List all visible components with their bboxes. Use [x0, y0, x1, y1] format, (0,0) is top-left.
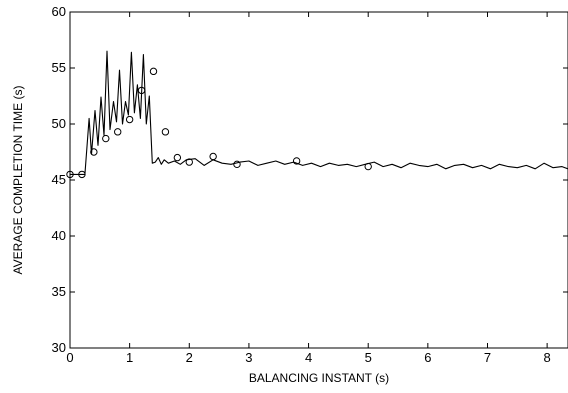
data-point-marker — [137, 86, 146, 95]
plot-frame — [69, 11, 568, 349]
y-axis-label: AVERAGE COMPLETION TIME (s) — [11, 86, 25, 275]
data-point-marker — [185, 158, 193, 166]
data-point-marker — [125, 115, 134, 124]
y-tick-label: 35 — [52, 284, 66, 299]
data-point-marker — [102, 134, 110, 143]
x-tick-label: 5 — [365, 350, 372, 365]
x-tick-label: 2 — [186, 350, 193, 365]
data-point-marker — [161, 128, 170, 136]
x-tick-label: 3 — [245, 350, 252, 365]
data-point-marker — [66, 170, 74, 179]
data-point-marker — [114, 128, 122, 136]
data-point-marker — [292, 157, 301, 165]
data-point-marker — [78, 170, 86, 179]
x-tick-label: 0 — [66, 350, 73, 365]
data-point-marker — [209, 152, 217, 161]
y-tick-label: 60 — [52, 4, 66, 19]
y-tick-label: 45 — [52, 172, 66, 187]
x-tick-label: 4 — [305, 350, 312, 365]
x-tick-label: 7 — [484, 350, 491, 365]
data-point-marker — [149, 67, 158, 76]
data-point-marker — [364, 162, 372, 171]
y-tick-label: 40 — [52, 228, 66, 243]
data-point-marker — [173, 153, 182, 162]
x-tick-label: 6 — [424, 350, 431, 365]
y-tick-label: 30 — [52, 340, 66, 355]
x-tick-label: 1 — [126, 350, 133, 365]
y-tick-label: 55 — [52, 60, 66, 75]
data-point-marker — [233, 160, 241, 169]
x-tick-label: 8 — [544, 350, 551, 365]
data-point-marker — [90, 148, 98, 156]
x-axis-label: BALANCING INSTANT (s) — [249, 371, 389, 385]
series-line — [70, 50, 568, 175]
y-tick-label: 50 — [52, 116, 66, 131]
